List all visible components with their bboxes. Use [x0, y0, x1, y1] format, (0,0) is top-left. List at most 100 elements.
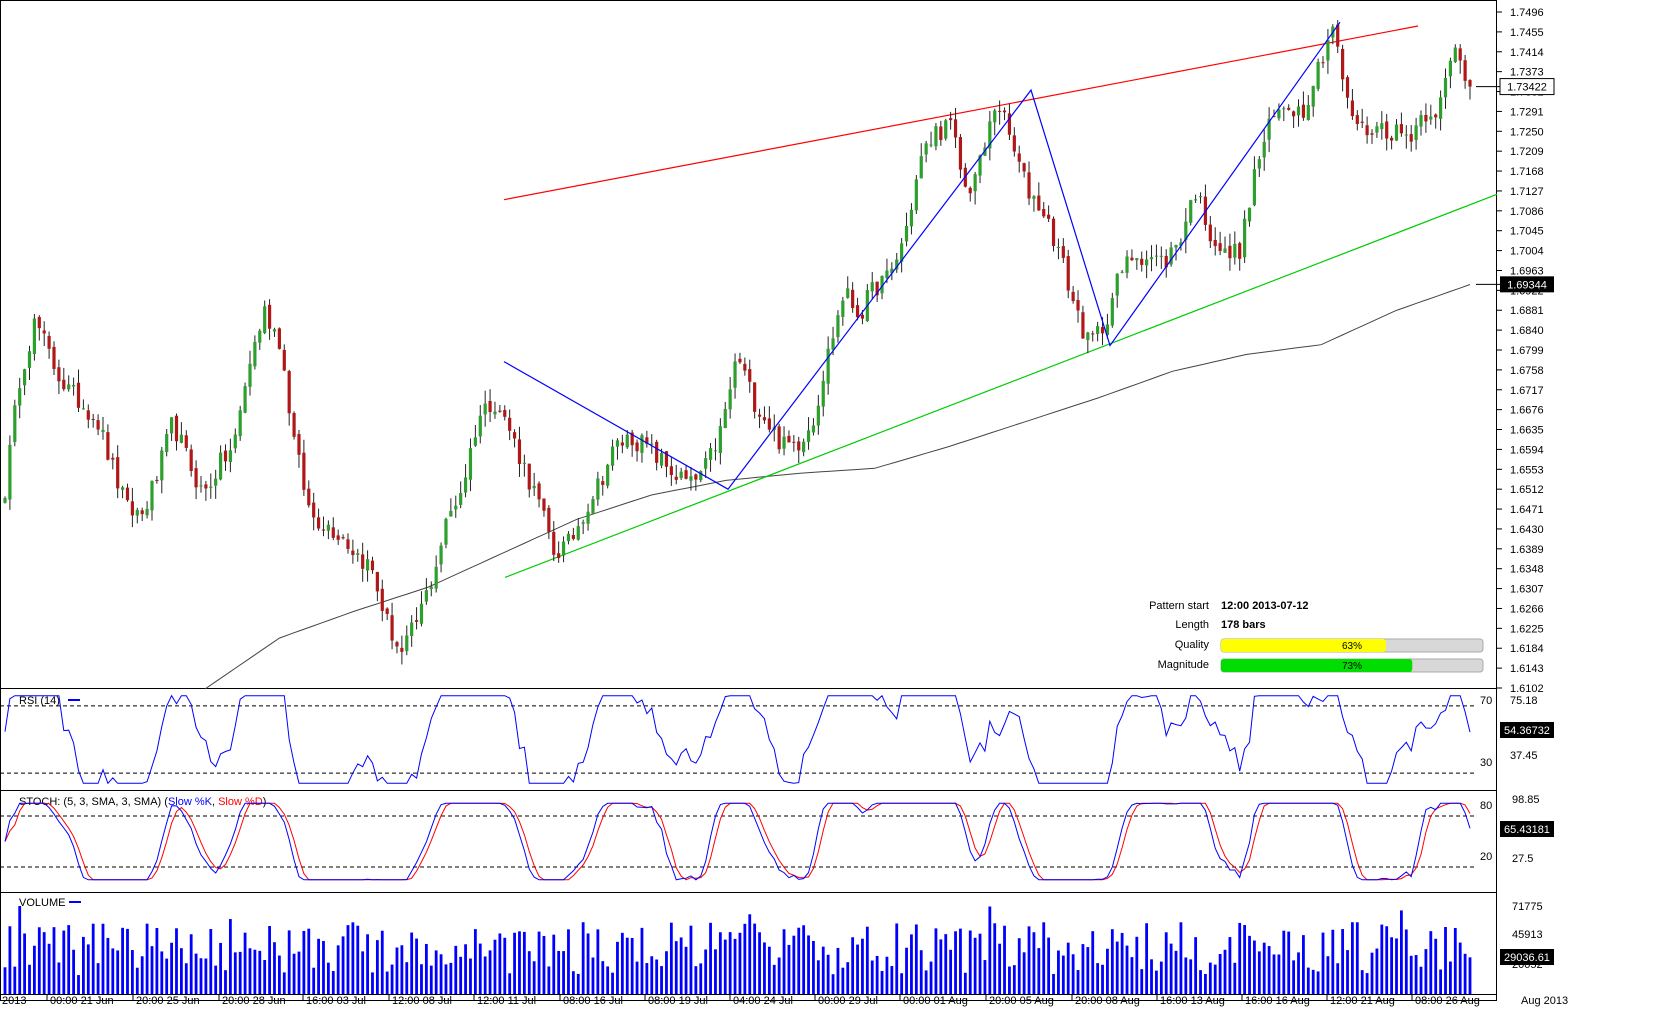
candle-body: [748, 369, 752, 382]
volume-bar: [52, 927, 56, 994]
volume-bar: [576, 973, 580, 994]
price-tick-label: 1.6799: [1510, 345, 1544, 357]
pattern-zigzag: [503, 21, 1341, 490]
candle-body: [762, 417, 767, 421]
volume-bar: [1424, 949, 1428, 994]
pattern-info: Pattern start 12:00 2013-07-12 Length 17…: [1149, 600, 1484, 673]
volume-bar: [1022, 952, 1026, 994]
volume-bar: [1243, 925, 1247, 994]
candlesticks: [3, 20, 1472, 665]
candle-body: [1345, 77, 1350, 98]
candle-body: [419, 603, 424, 624]
volume-bar: [380, 930, 384, 994]
volume-bar: [209, 929, 213, 994]
candle-body: [586, 511, 590, 524]
volume-bar: [914, 924, 918, 994]
volume-bar: [1355, 922, 1359, 994]
candle-body: [267, 304, 272, 329]
volume-bar: [1184, 957, 1188, 994]
candle-body: [816, 405, 820, 426]
volume-bar: [1218, 953, 1222, 994]
candle-body: [1262, 141, 1266, 158]
time-tick-label: 20:00 05 Aug: [989, 995, 1054, 1007]
volume-bar: [3, 967, 7, 994]
volume-tick-mid: 45913: [1512, 929, 1543, 941]
magnitude-bar-fill: [1221, 659, 1413, 672]
candle-body: [753, 382, 757, 412]
candle-body: [860, 314, 865, 319]
volume-bar: [508, 973, 512, 994]
candle-body: [1228, 245, 1232, 259]
volume-bar: [263, 960, 267, 994]
volume-bar: [116, 950, 120, 994]
candle-body: [130, 501, 134, 516]
candle-body: [988, 121, 992, 149]
volume-bar: [1306, 967, 1310, 994]
volume-bar: [238, 951, 242, 994]
volume-bar: [1042, 922, 1046, 994]
volume-bar: [410, 932, 414, 994]
volume-bar: [846, 962, 850, 994]
price-tick-label: 1.7086: [1510, 206, 1544, 218]
volume-bar: [861, 938, 864, 994]
candle-body: [57, 367, 61, 382]
volume-bar: [1071, 954, 1075, 994]
candle-body: [258, 330, 262, 343]
candle-body: [204, 484, 208, 489]
candle-body: [855, 305, 860, 318]
volume-bar: [763, 942, 766, 994]
candle-body: [1429, 116, 1433, 120]
candle-body: [174, 415, 179, 442]
volume-bar: [1037, 948, 1041, 994]
volume-bar: [1120, 932, 1124, 994]
volume-panel: VOLUME 71775 45913 20052 29036.61: [3, 897, 1554, 994]
volume-bar: [96, 963, 100, 994]
volume-bar: [28, 964, 31, 994]
volume-bar: [1052, 973, 1055, 994]
volume-bar: [625, 937, 629, 994]
volume-bar: [1248, 935, 1251, 994]
candle-body: [145, 508, 149, 516]
candle-body: [914, 179, 918, 211]
time-tick-label: 00:00 21 Jun: [50, 995, 114, 1007]
volume-bar: [1155, 970, 1158, 994]
candle-body: [1149, 257, 1154, 260]
volume-bar: [449, 962, 453, 994]
candle-body: [552, 531, 556, 555]
volume-bar: [562, 951, 565, 994]
volume-bar: [1267, 946, 1271, 994]
candle-body: [890, 268, 894, 274]
candle-body: [1110, 298, 1114, 326]
volume-bar: [478, 943, 482, 994]
candle-body: [150, 480, 154, 511]
volume-bar: [1204, 973, 1207, 994]
candle-body: [1272, 116, 1276, 118]
volume-bar: [214, 965, 218, 994]
candle-body: [664, 451, 669, 467]
time-tick-label: 08:00 26 Aug: [1415, 995, 1480, 1007]
volume-bar: [910, 934, 913, 994]
candle-body: [566, 533, 571, 542]
candle-body: [1365, 125, 1369, 136]
volume-bar: [635, 961, 639, 994]
volume-bar: [880, 970, 884, 994]
candle-body: [596, 478, 600, 500]
volume-bar: [1199, 970, 1202, 994]
candle-body: [233, 434, 237, 449]
candle-body: [841, 300, 845, 317]
candle-body: [1130, 257, 1134, 261]
candle-body: [184, 435, 188, 448]
candle-body: [429, 586, 433, 590]
volume-bar: [233, 952, 237, 994]
volume-bar: [135, 967, 139, 994]
candle-body: [836, 315, 840, 338]
volume-bar: [821, 946, 825, 994]
candle-body: [1032, 196, 1036, 199]
candle-body: [194, 468, 198, 488]
price-tick-label: 1.6553: [1510, 464, 1544, 476]
volume-bar: [954, 931, 957, 994]
candle-body: [870, 282, 874, 292]
candle-body: [826, 348, 830, 384]
